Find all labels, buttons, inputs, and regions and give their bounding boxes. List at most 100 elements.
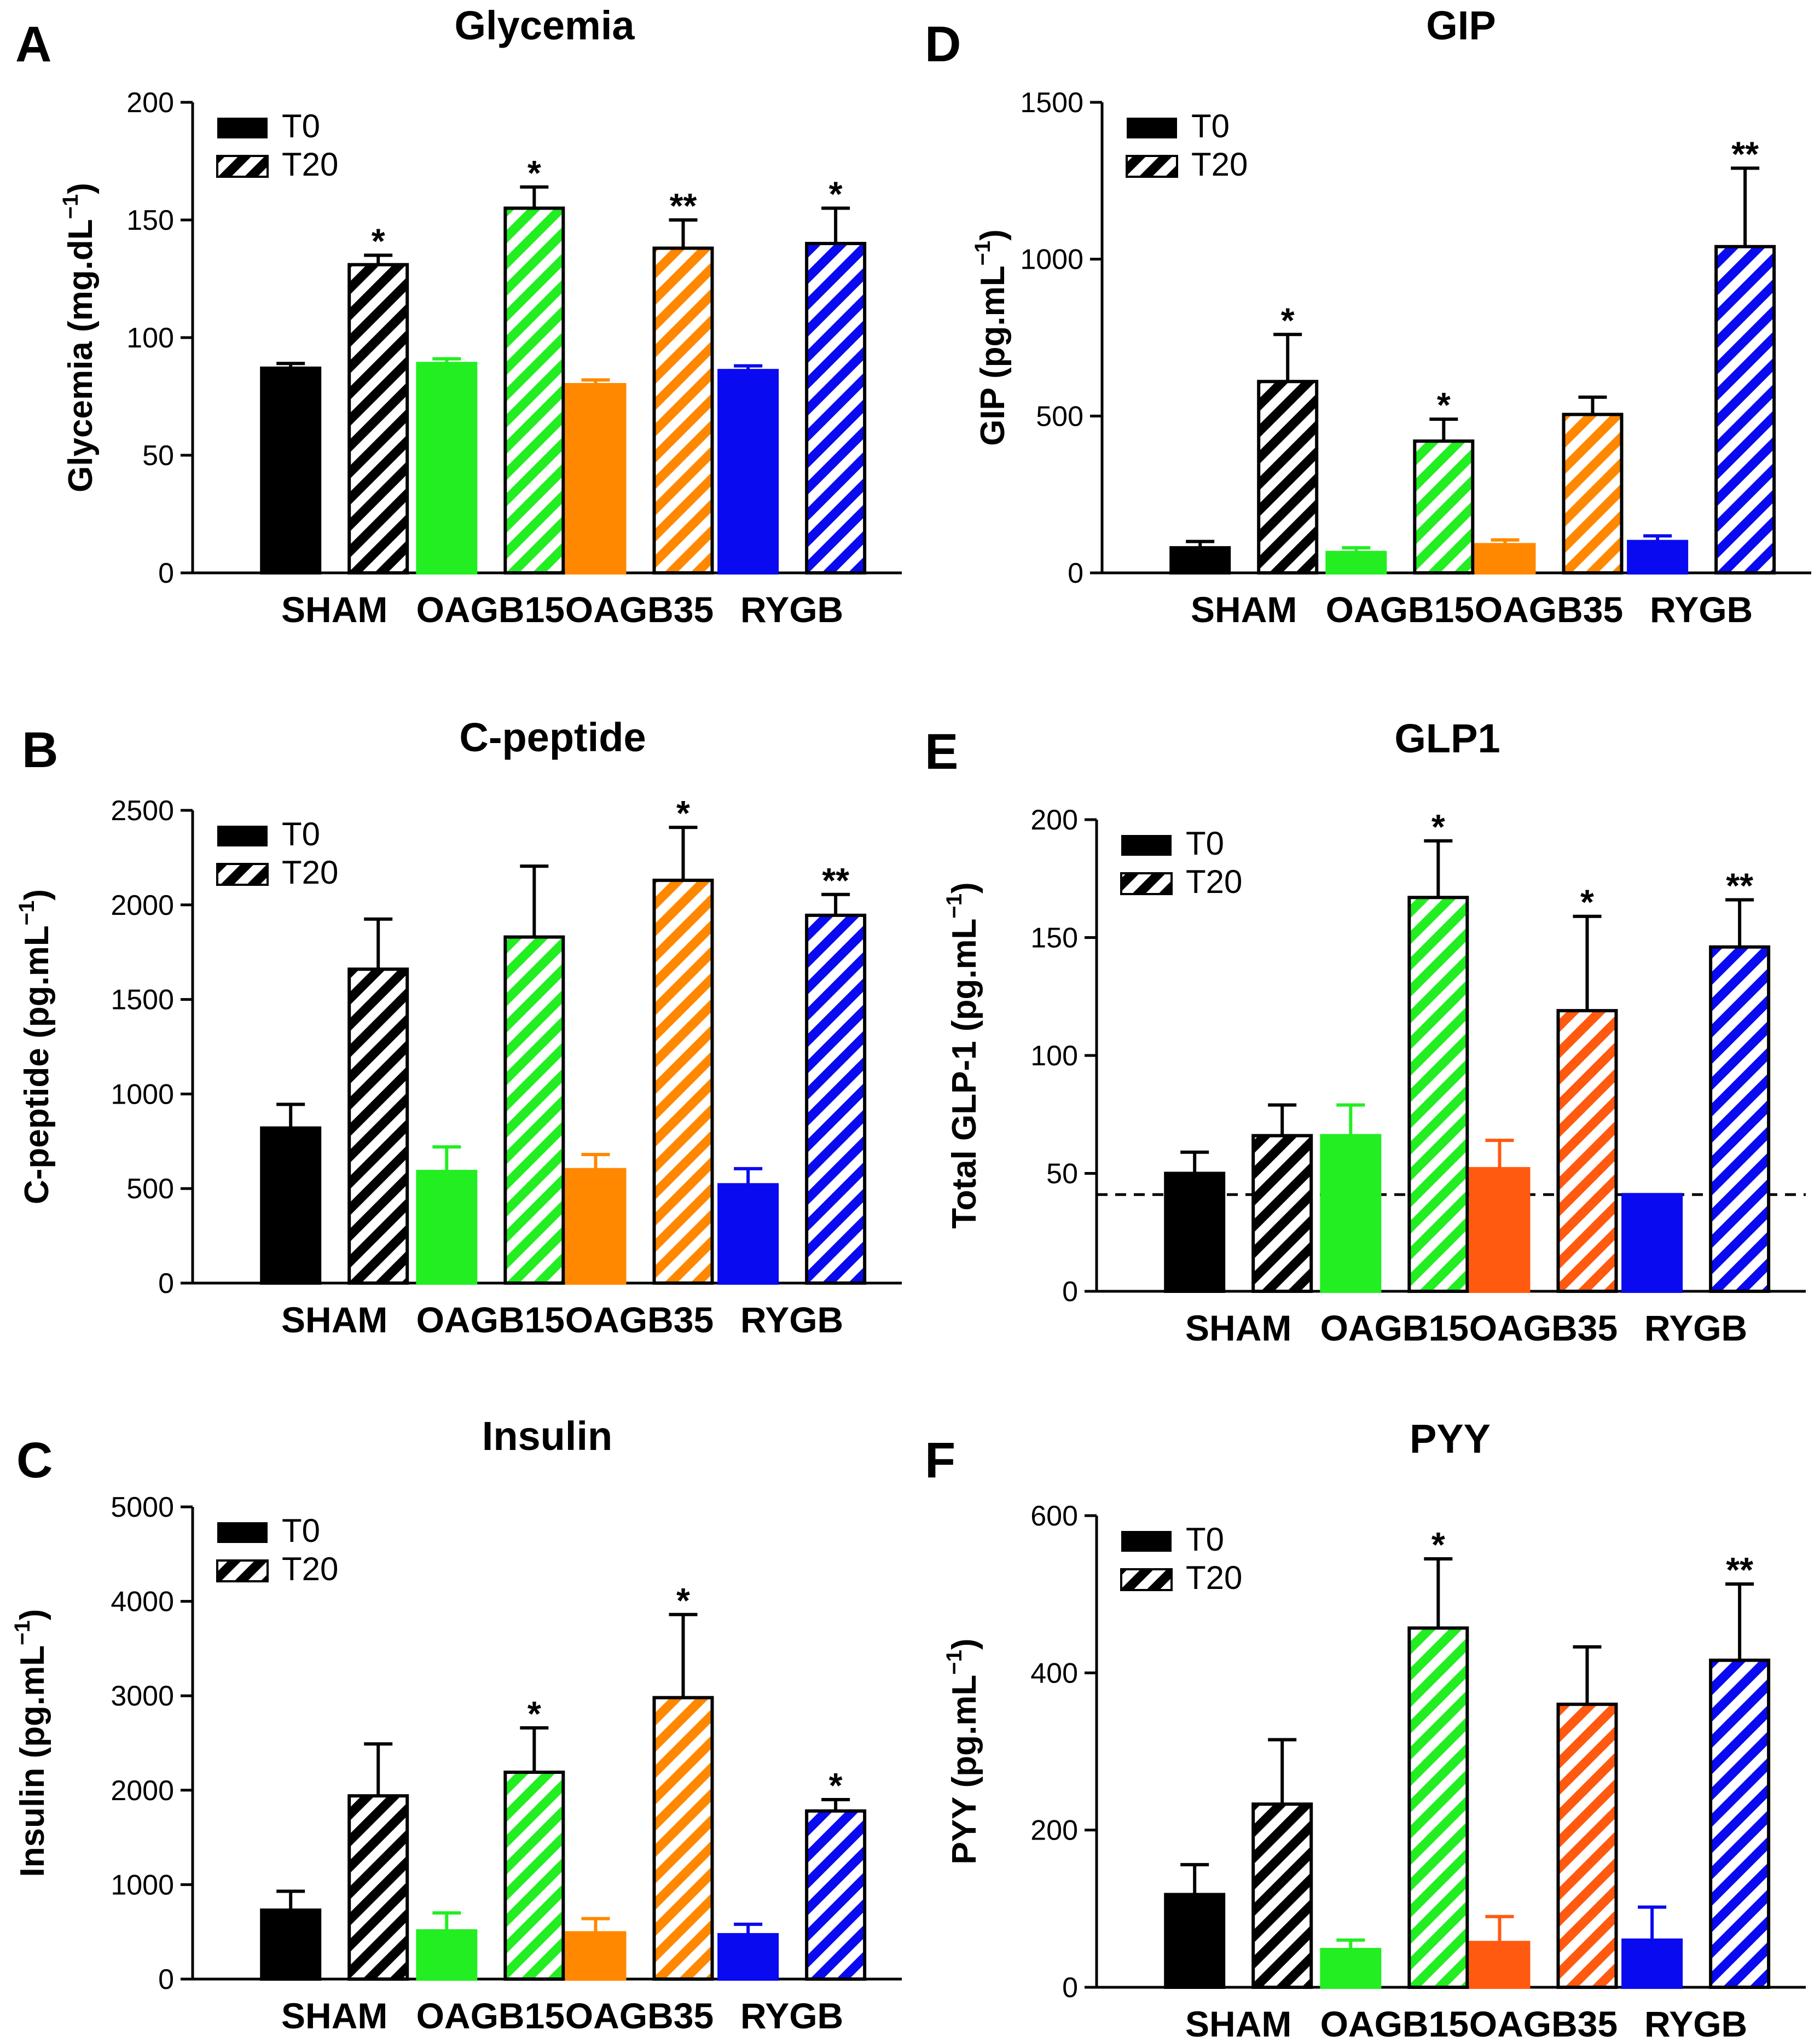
bar-sham-t20	[347, 263, 409, 575]
bar-sham-t20	[1251, 1134, 1313, 1293]
y-axis-label-text: PYY (pg.mL	[946, 1675, 983, 1865]
legend-label-t0: T0	[282, 108, 320, 144]
legend-swatch-t20	[216, 1559, 269, 1582]
y-tick-label: 500	[126, 1173, 174, 1205]
y-tick-label: 1500	[1020, 87, 1083, 119]
chart-title: C-peptide	[459, 715, 646, 760]
legend-swatch-t0	[1127, 118, 1177, 138]
y-tick-label: 0	[158, 558, 174, 589]
significance-label: *	[829, 175, 843, 214]
x-category-label: OAGB15	[1326, 589, 1474, 630]
bar-oagb35-t0	[1469, 1167, 1531, 1293]
legend-label-t20: T20	[282, 1551, 338, 1587]
x-category-label: OAGB35	[565, 1300, 714, 1340]
bar-oagb35-t0	[565, 1168, 627, 1285]
bar-sham-t20	[1257, 380, 1319, 575]
panel-letter: C	[16, 1432, 53, 1488]
x-category-label: SHAM	[1185, 2004, 1291, 2042]
bar-oagb15-t20	[503, 206, 565, 575]
bar-sham-t0	[1164, 1893, 1226, 1989]
y-axis-label-superscript: −1	[942, 1650, 966, 1675]
y-axis-label-text: C-peptide (pg.mL	[18, 925, 56, 1204]
y-tick-label: 200	[126, 87, 174, 119]
legend-label-t20: T20	[1186, 863, 1242, 900]
significance-label: *	[676, 793, 690, 833]
y-tick-label: 150	[126, 205, 174, 236]
significance-label: *	[372, 222, 385, 261]
y-tick-label: 0	[1062, 1972, 1078, 2004]
y-axis-label: GIP (pg.mL−1)	[971, 229, 1012, 446]
legend-swatch-t20	[1120, 1568, 1173, 1591]
significance-label: *	[1580, 883, 1594, 922]
y-axis-label-text: Glycemia (mg.dL	[62, 219, 100, 492]
y-axis-label: C-peptide (pg.mL−1)	[15, 889, 56, 1204]
y-axis-label-close: )	[14, 1609, 51, 1621]
panel-letter: E	[925, 724, 958, 780]
legend-label-t20: T20	[1186, 1559, 1242, 1596]
significance-label: **	[1726, 1550, 1753, 1589]
x-category-label: OAGB15	[1320, 1308, 1469, 1348]
bar-sham-t20	[347, 967, 409, 1285]
chart-panel-f: F PYY PYY (pg.mL−1) 0 200 400 600 SHAM * OAGB15 OA…	[925, 1416, 1806, 2042]
y-tick-label: 50	[1046, 1158, 1078, 1190]
x-category-label: OAGB15	[416, 1995, 565, 2036]
x-category-label: SHAM	[281, 1995, 387, 2036]
y-tick-label: 3000	[111, 1680, 174, 1712]
significance-label: **	[670, 186, 697, 225]
y-tick-label: 100	[126, 322, 174, 354]
y-tick-label: 0	[1068, 558, 1083, 589]
y-tick-label: 0	[158, 1268, 174, 1300]
y-tick-label: 100	[1030, 1040, 1078, 1072]
x-category-label: OAGB15	[416, 589, 565, 630]
bar-oagb35-t0	[1469, 1941, 1531, 1989]
legend-swatch-t0	[1121, 835, 1172, 856]
y-tick-label: 2000	[111, 1775, 174, 1807]
y-tick-label: 200	[1030, 804, 1078, 836]
x-category-label: SHAM	[281, 1300, 387, 1340]
legend-label-t0: T0	[1191, 108, 1230, 144]
panel-letter: D	[925, 16, 961, 72]
x-category-label: OAGB35	[565, 589, 714, 630]
significance-label: *	[528, 153, 541, 193]
x-category-label: OAGB35	[1469, 2004, 1618, 2042]
chart-panel-b: B C-peptide C-peptide (pg.mL−1) 0 500 1000 150…	[15, 715, 902, 1340]
y-axis-label-close: )	[974, 229, 1012, 241]
bar-oagb15-t0	[416, 1170, 478, 1285]
bar-rygb-t20	[805, 242, 867, 575]
y-tick-label: 0	[158, 1964, 174, 1995]
bar-rygb-t20	[805, 913, 867, 1285]
legend-label-t0: T0	[1186, 1521, 1224, 1558]
y-tick-label: 50	[142, 440, 174, 472]
bar-oagb35-t20	[1562, 413, 1624, 575]
y-axis-label-close: )	[62, 183, 100, 194]
panel-letter: B	[22, 722, 58, 778]
significance-label: *	[1437, 385, 1451, 425]
y-axis-label-text: Insulin (pg.mL	[14, 1645, 51, 1877]
y-tick-label: 2000	[111, 890, 174, 921]
significance-label: *	[829, 1766, 843, 1805]
y-tick-label: 1000	[111, 1078, 174, 1110]
y-axis-label-text: GIP (pg.mL	[974, 265, 1012, 446]
bar-rygb-t20	[1714, 245, 1776, 575]
significance-label: **	[1726, 866, 1753, 906]
x-category-label: OAGB35	[1475, 589, 1623, 630]
y-axis-label-superscript: −1	[59, 194, 83, 219]
chart-panel-a: A Glycemia Glycemia (mg.dL−1) 0 50 100 150 200 *…	[15, 3, 902, 630]
bar-rygb-t0	[1621, 1938, 1683, 1989]
bar-oagb15-t20	[1407, 896, 1469, 1293]
bar-rygb-t0	[717, 369, 779, 575]
significance-label: *	[1431, 1525, 1445, 1564]
bar-oagb35-t0	[565, 383, 627, 575]
bar-oagb35-t20	[652, 878, 714, 1285]
bar-oagb35-t0	[1474, 543, 1536, 575]
legend-label-t20: T20	[1191, 146, 1248, 183]
legend-swatch-t0	[217, 118, 268, 138]
chart-title: GLP1	[1394, 716, 1500, 761]
y-tick-label: 5000	[111, 1492, 174, 1523]
x-category-label: RYGB	[1650, 589, 1753, 630]
bar-oagb15-t20	[1413, 439, 1475, 575]
legend-swatch-t20	[216, 155, 269, 178]
bar-oagb15-t20	[503, 1771, 565, 1981]
bar-oagb35-t20	[652, 1696, 714, 1981]
y-axis-label: PYY (pg.mL−1)	[942, 1638, 983, 1864]
